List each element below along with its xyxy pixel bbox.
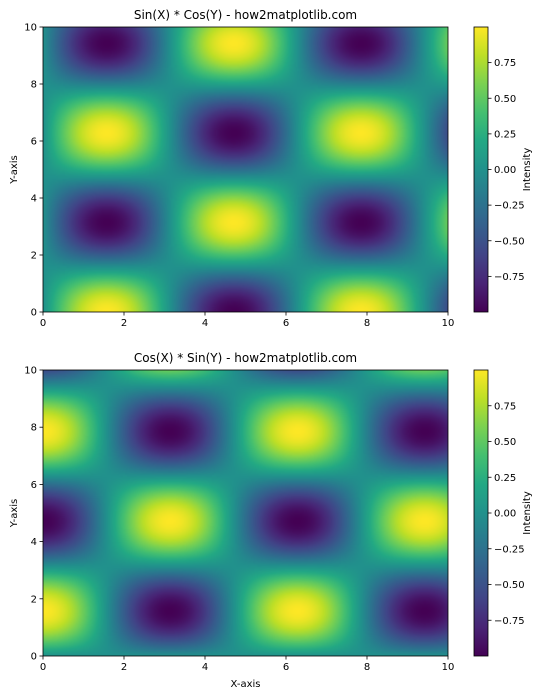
x-tick-label: 2 xyxy=(121,662,127,673)
x-tick-label: 10 xyxy=(442,318,455,329)
colorbar-tick-label: 0.00 xyxy=(494,165,516,176)
x-tick-label: 8 xyxy=(364,318,370,329)
colorbar xyxy=(474,370,488,656)
y-tick-label: 10 xyxy=(24,366,37,377)
colorbar-tick-label: 0.00 xyxy=(494,509,516,520)
colorbar-tick-label: 0.25 xyxy=(494,473,516,484)
colorbar-tick-label: 0.75 xyxy=(494,58,516,69)
colorbar-label: Intensity xyxy=(522,491,533,535)
chart-title: Cos(X) * Sin(Y) - how2matplotlib.com xyxy=(134,351,357,365)
y-tick-label: 6 xyxy=(31,137,37,148)
x-tick-label: 8 xyxy=(364,662,370,673)
colorbar-tick-label: 0.50 xyxy=(494,94,516,105)
x-tick-label: 10 xyxy=(442,662,455,673)
x-tick-label: 2 xyxy=(121,318,127,329)
colorbar-tick-label: −0.25 xyxy=(494,201,525,212)
y-tick-label: 4 xyxy=(31,537,37,548)
y-axis-label: Y-axis xyxy=(9,155,20,185)
y-tick-label: 2 xyxy=(31,594,37,605)
y-tick-label: 4 xyxy=(31,194,37,205)
chart-title: Sin(X) * Cos(Y) - how2matplotlib.com xyxy=(134,8,357,22)
colorbar-tick-label: 0.50 xyxy=(494,437,516,448)
x-tick-label: 6 xyxy=(283,318,289,329)
colorbar-tick-label: −0.25 xyxy=(494,544,525,555)
colorbar-tick-label: −0.50 xyxy=(494,236,525,247)
colorbar-tick-label: 0.25 xyxy=(494,129,516,140)
plot-frame xyxy=(42,369,449,657)
y-tick-label: 10 xyxy=(24,23,37,34)
heatmap-image xyxy=(43,27,448,312)
y-tick-label: 8 xyxy=(31,80,37,91)
x-tick-label: 0 xyxy=(40,662,46,673)
colorbar-tick-label: −0.75 xyxy=(494,616,525,627)
colorbar-label: Intensity xyxy=(522,148,533,192)
plot-frame xyxy=(42,26,449,313)
colorbar-tick-label: −0.75 xyxy=(494,272,525,283)
x-tick-label: 4 xyxy=(202,318,208,329)
heatmap-image xyxy=(43,370,448,656)
x-tick-label: 0 xyxy=(40,318,46,329)
y-tick-label: 0 xyxy=(31,652,37,663)
y-tick-label: 8 xyxy=(31,423,37,434)
x-tick-label: 6 xyxy=(283,662,289,673)
y-tick-label: 0 xyxy=(31,308,37,319)
y-axis-label: Y-axis xyxy=(9,499,20,529)
colorbar-tick-label: 0.75 xyxy=(494,401,516,412)
x-axis-label: X-axis xyxy=(231,679,261,690)
colorbar-tick-label: −0.50 xyxy=(494,580,525,591)
y-tick-label: 2 xyxy=(31,251,37,262)
y-tick-label: 6 xyxy=(31,480,37,491)
colorbar xyxy=(474,27,488,312)
x-tick-label: 4 xyxy=(202,662,208,673)
